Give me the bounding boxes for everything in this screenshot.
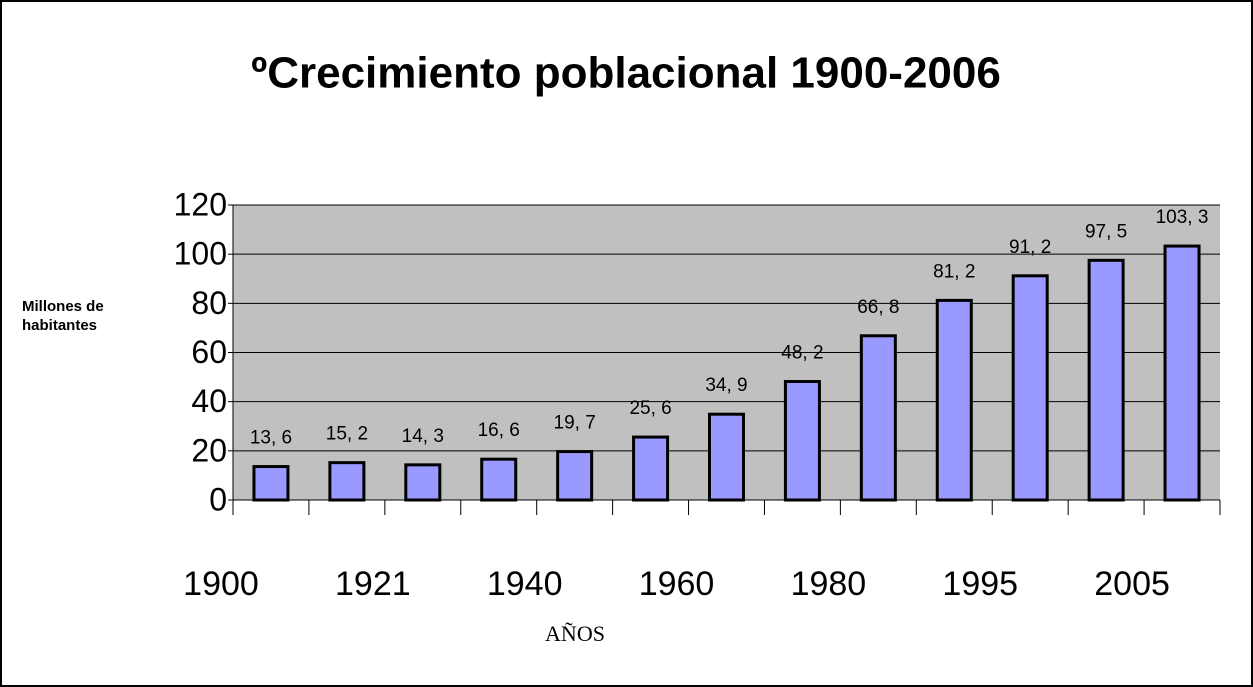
value-label: 15, 2 <box>326 424 368 445</box>
value-label: 25, 6 <box>629 398 671 419</box>
bar <box>480 457 518 502</box>
y-tick-label: 40 <box>191 383 227 419</box>
y-tick-label: 60 <box>191 334 227 370</box>
value-label: 19, 7 <box>554 413 596 434</box>
y-tick-label: 100 <box>174 236 227 272</box>
x-tick-label: 1995 <box>942 565 1018 603</box>
value-label: 14, 3 <box>402 426 444 447</box>
x-tick-label: 1940 <box>487 565 563 603</box>
value-label: 34, 9 <box>705 375 747 396</box>
bar <box>935 298 973 502</box>
bar <box>632 435 670 502</box>
y-tick-label: 20 <box>191 432 227 468</box>
value-label: 13, 6 <box>250 428 292 449</box>
value-label: 81, 2 <box>933 261 975 282</box>
bar <box>859 334 897 502</box>
value-label: 48, 2 <box>781 343 823 364</box>
x-tick-label: 1980 <box>791 565 867 603</box>
chart-title: ºCrecimiento poblacional 1900-2006 <box>251 49 1001 98</box>
bar <box>328 461 366 502</box>
x-tick-label: 1960 <box>639 565 715 603</box>
bar <box>783 380 821 502</box>
value-label: 66, 8 <box>857 297 899 318</box>
value-label: 97, 5 <box>1085 221 1127 242</box>
x-tick-label: 1921 <box>335 565 411 603</box>
bar <box>1163 244 1201 502</box>
bar <box>556 450 594 502</box>
bar <box>404 463 442 502</box>
value-label: 91, 2 <box>1009 237 1051 258</box>
x-tick-label: 1900 <box>183 565 259 603</box>
bar <box>252 465 290 502</box>
x-axis-label: AÑOS <box>545 621 605 646</box>
bar <box>708 412 745 502</box>
bar <box>1011 274 1049 502</box>
x-tick-label: 2005 <box>1094 565 1170 603</box>
y-tick-label: 120 <box>174 186 227 222</box>
y-tick-label: 0 <box>209 481 227 517</box>
value-label: 103, 3 <box>1156 207 1209 228</box>
y-axis-label: Millones de habitantes <box>22 298 104 334</box>
bar <box>1087 258 1125 502</box>
y-tick-label: 80 <box>191 285 227 321</box>
value-label: 16, 6 <box>478 420 520 441</box>
